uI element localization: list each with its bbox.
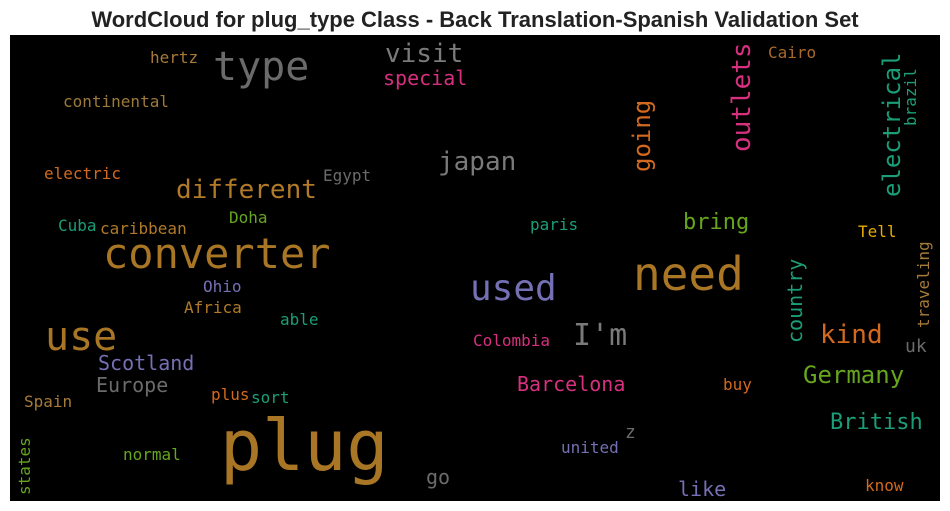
word: united [561, 438, 619, 457]
word: paris [530, 215, 578, 234]
word: z [625, 422, 636, 443]
word: plus [211, 385, 250, 404]
word: know [865, 476, 904, 495]
word: Europe [96, 373, 168, 397]
word: electric [44, 164, 121, 183]
word: states [15, 437, 34, 495]
word: electrical [878, 53, 906, 198]
word: Cairo [768, 43, 816, 62]
word: I'm [573, 318, 627, 353]
word: Cuba [58, 216, 97, 235]
word: Scotland [98, 351, 194, 375]
word: normal [123, 445, 181, 464]
word: japan [438, 147, 516, 177]
word: plug [220, 405, 389, 487]
word: outlets [727, 42, 757, 152]
word: type [213, 44, 309, 90]
word: uk [905, 336, 927, 357]
word: Doha [229, 208, 268, 227]
word: bring [683, 210, 749, 235]
word: converter [103, 229, 331, 278]
word: brazil [901, 68, 920, 126]
word: Barcelona [517, 372, 625, 396]
word: British [830, 410, 923, 435]
word: country [783, 259, 807, 343]
word: Colombia [473, 331, 550, 350]
word: going [628, 100, 656, 172]
word: Egypt [323, 166, 371, 185]
word: hertz [150, 48, 198, 67]
word: sort [251, 388, 290, 407]
word: continental [63, 92, 169, 111]
word: Africa [184, 298, 242, 317]
word: kind [820, 320, 883, 350]
word: Ohio [203, 277, 242, 296]
word: need [633, 247, 744, 301]
word: like [678, 477, 726, 501]
word: Germany [803, 361, 904, 389]
word: different [176, 175, 317, 205]
chart-title: WordCloud for plug_type Class - Back Tra… [91, 7, 859, 32]
word: Spain [24, 392, 72, 411]
word: go [426, 465, 450, 489]
word: used [470, 268, 557, 309]
word: Tell [858, 222, 897, 241]
word: buy [723, 375, 752, 394]
word: caribbean [100, 219, 187, 238]
word: special [383, 66, 467, 90]
word: use [45, 314, 117, 360]
word: traveling [914, 241, 933, 328]
cloud-background [10, 35, 940, 501]
word: visit [385, 39, 463, 69]
word: able [280, 310, 319, 329]
